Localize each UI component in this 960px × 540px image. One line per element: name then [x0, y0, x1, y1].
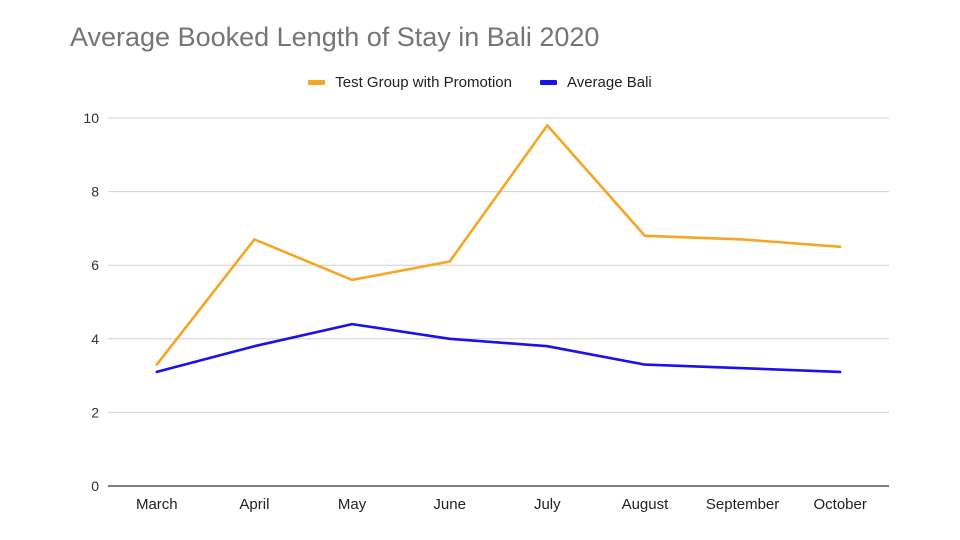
y-tick-label: 8: [91, 184, 99, 200]
x-tick-label: April: [239, 496, 269, 513]
x-tick-label: May: [338, 496, 367, 513]
x-tick-label: August: [622, 496, 670, 513]
x-tick-label: July: [534, 496, 561, 513]
legend-swatch-average-bali: [539, 79, 557, 85]
legend-label-average-bali: Average Bali: [566, 73, 652, 91]
series-line-1: [155, 322, 842, 374]
x-tick-label: March: [136, 496, 178, 513]
x-tick-label: October: [814, 496, 867, 513]
y-tick-label: 4: [91, 331, 99, 347]
y-tick-label: 2: [91, 404, 99, 420]
legend-label-test-group: Test Group with Promotion: [335, 73, 512, 91]
legend-item-test-group: Test Group with Promotion: [308, 74, 512, 91]
x-tick-label: September: [706, 496, 779, 513]
y-tick-label: 0: [91, 478, 99, 494]
chart-title: Average Booked Length of Stay in Bali 20…: [70, 22, 600, 52]
legend: Test Group with Promotion Average Bali: [0, 72, 960, 92]
x-tick-label: June: [433, 496, 466, 513]
y-tick-label: 10: [83, 110, 99, 126]
y-tick-label: 6: [91, 257, 99, 273]
series-line-0: [155, 124, 842, 366]
legend-item-average-bali: Average Bali: [539, 73, 652, 91]
legend-swatch-test-group: [308, 79, 326, 85]
